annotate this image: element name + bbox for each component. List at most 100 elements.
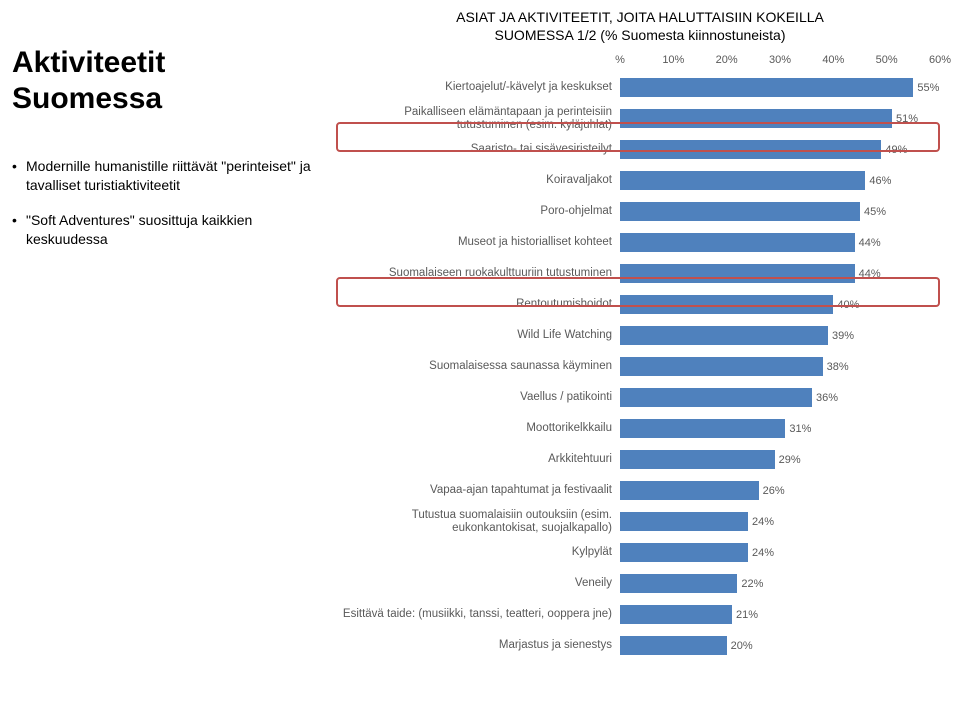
bar <box>620 78 913 97</box>
bar-value: 39% <box>828 330 854 342</box>
bar-label: Esittävä taide: (musiikki, tanssi, teatt… <box>340 608 620 621</box>
bar-track: 21% <box>620 605 940 624</box>
bar-label: Koiravaljakot <box>340 174 620 187</box>
bar-value: 40% <box>833 299 859 311</box>
bar-label: Tutustua suomalaisiin outouksiin (esim. … <box>340 509 620 535</box>
left-column: Aktiviteetit Suomessa Modernille humanis… <box>12 45 322 265</box>
bar-value: 26% <box>759 485 785 497</box>
bar-value: 51% <box>892 113 918 125</box>
bullet-list: Modernille humanistille riittävät "perin… <box>12 157 322 249</box>
bar-value: 55% <box>913 82 939 94</box>
axis-tick: 40% <box>822 54 844 66</box>
axis-tick: % <box>615 54 625 66</box>
bar-track: 26% <box>620 481 940 500</box>
bar-label: Arkkitehtuuri <box>340 453 620 466</box>
bar <box>620 171 865 190</box>
chart-title-line: SUOMESSA 1/2 (% Suomesta kiinnostuneista… <box>494 27 785 43</box>
bar-value: 45% <box>860 206 886 218</box>
chart-title-line: ASIAT JA AKTIVITEETIT, JOITA HALUTTAISII… <box>456 9 824 25</box>
bar-label: Marjastus ja sienestys <box>340 639 620 652</box>
bar <box>620 419 785 438</box>
bar-value: 38% <box>823 361 849 373</box>
bar-label: Museot ja historialliset kohteet <box>340 236 620 249</box>
chart-row: Vapaa-ajan tapahtumat ja festivaalit 26% <box>340 475 940 506</box>
chart-row: Koiravaljakot 46% <box>340 165 940 196</box>
bar-chart: ASIAT JA AKTIVITEETIT, JOITA HALUTTAISII… <box>340 8 940 661</box>
chart-row: Kiertoajelut/-kävelyt ja keskukset55% <box>340 72 940 103</box>
chart-row: Wild Life Watching 39% <box>340 320 940 351</box>
chart-row: Tutustua suomalaisiin outouksiin (esim. … <box>340 506 940 537</box>
axis-tick: 10% <box>662 54 684 66</box>
chart-row: Suomalaiseen ruokakulttuuriin tutustumin… <box>340 258 940 289</box>
bar <box>620 574 737 593</box>
bar <box>620 357 823 376</box>
bar-value: 46% <box>865 175 891 187</box>
bar-label: Poro-ohjelmat <box>340 205 620 218</box>
bar <box>620 326 828 345</box>
bar <box>620 512 748 531</box>
bar-label: Saaristo- tai sisävesiristeilyt <box>340 143 620 156</box>
bar-value: 21% <box>732 609 758 621</box>
bar-track: 51% <box>620 109 940 128</box>
bar <box>620 450 775 469</box>
chart-row: Arkkitehtuuri 29% <box>340 444 940 475</box>
axis-tick: 20% <box>716 54 738 66</box>
chart-row: Vaellus / patikointi 36% <box>340 382 940 413</box>
bar-track: 44% <box>620 233 940 252</box>
axis-tick: 60% <box>929 54 951 66</box>
bar-label: Moottorikelkkailu <box>340 422 620 435</box>
axis-tick: 50% <box>876 54 898 66</box>
chart-row: Veneily 22% <box>340 568 940 599</box>
x-axis: %10%20%30%40%50%60% <box>620 54 940 70</box>
bar <box>620 543 748 562</box>
bar-track: 46% <box>620 171 940 190</box>
chart-row: Paikalliseen elämäntapaan ja perinteisii… <box>340 103 940 134</box>
bar-track: 31% <box>620 419 940 438</box>
bar-value: 31% <box>785 423 811 435</box>
bar <box>620 295 833 314</box>
bar-value: 22% <box>737 578 763 590</box>
chart-rows: Kiertoajelut/-kävelyt ja keskukset55%Pai… <box>340 72 940 661</box>
bar <box>620 109 892 128</box>
chart-row: Suomalaisessa saunassa käyminen 38% <box>340 351 940 382</box>
chart-row: Saaristo- tai sisävesiristeilyt49% <box>340 134 940 165</box>
chart-row: Kylpylät24% <box>340 537 940 568</box>
bar-value: 24% <box>748 547 774 559</box>
bar-track: 45% <box>620 202 940 221</box>
bar-track: 24% <box>620 543 940 562</box>
bar-value: 24% <box>748 516 774 528</box>
bar-track: 44% <box>620 264 940 283</box>
bar-value: 44% <box>855 268 881 280</box>
bar-label: Vaellus / patikointi <box>340 391 620 404</box>
bar <box>620 264 855 283</box>
bar-label: Rentoutumishoidot <box>340 298 620 311</box>
chart-row: Rentoutumishoidot 40% <box>340 289 940 320</box>
bar <box>620 202 860 221</box>
chart-row: Marjastus ja sienestys 20% <box>340 630 940 661</box>
bar-track: 39% <box>620 326 940 345</box>
bar <box>620 140 881 159</box>
bar <box>620 233 855 252</box>
bar <box>620 388 812 407</box>
bar-track: 38% <box>620 357 940 376</box>
bar-value: 29% <box>775 454 801 466</box>
bar-track: 20% <box>620 636 940 655</box>
chart-row: Museot ja historialliset kohteet 44% <box>340 227 940 258</box>
bar-label: Suomalaiseen ruokakulttuuriin tutustumin… <box>340 267 620 280</box>
bar-track: 36% <box>620 388 940 407</box>
bar-label: Suomalaisessa saunassa käyminen <box>340 360 620 373</box>
bar-label: Wild Life Watching <box>340 329 620 342</box>
bar-track: 40% <box>620 295 940 314</box>
chart-row: Esittävä taide: (musiikki, tanssi, teatt… <box>340 599 940 630</box>
chart-row: Moottorikelkkailu 31% <box>340 413 940 444</box>
bar-track: 22% <box>620 574 940 593</box>
bar-label: Veneily <box>340 577 620 590</box>
bar-value: 20% <box>727 640 753 652</box>
bar-track: 55% <box>620 78 940 97</box>
bar-value: 36% <box>812 392 838 404</box>
bullet-item: Modernille humanistille riittävät "perin… <box>12 157 322 195</box>
bar-value: 44% <box>855 237 881 249</box>
bar-track: 29% <box>620 450 940 469</box>
bar-label: Vapaa-ajan tapahtumat ja festivaalit <box>340 484 620 497</box>
bar <box>620 636 727 655</box>
